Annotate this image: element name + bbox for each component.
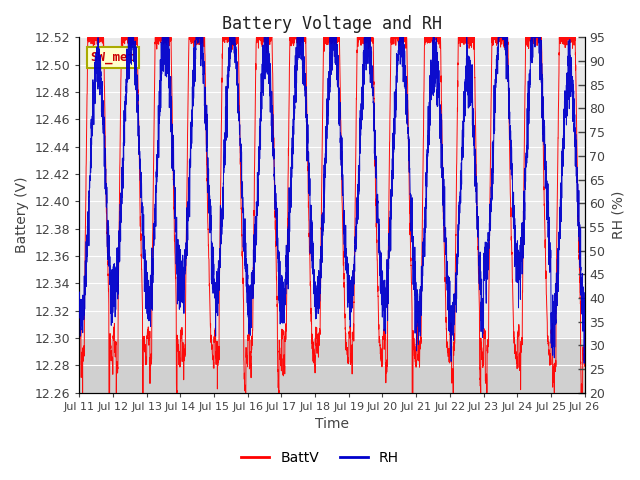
X-axis label: Time: Time	[315, 418, 349, 432]
Title: Battery Voltage and RH: Battery Voltage and RH	[222, 15, 442, 33]
Text: SW_met: SW_met	[90, 51, 136, 64]
Y-axis label: Battery (V): Battery (V)	[15, 177, 29, 253]
Bar	[79, 338, 584, 393]
Y-axis label: RH (%): RH (%)	[611, 191, 625, 239]
Legend: BattV, RH: BattV, RH	[236, 445, 404, 471]
